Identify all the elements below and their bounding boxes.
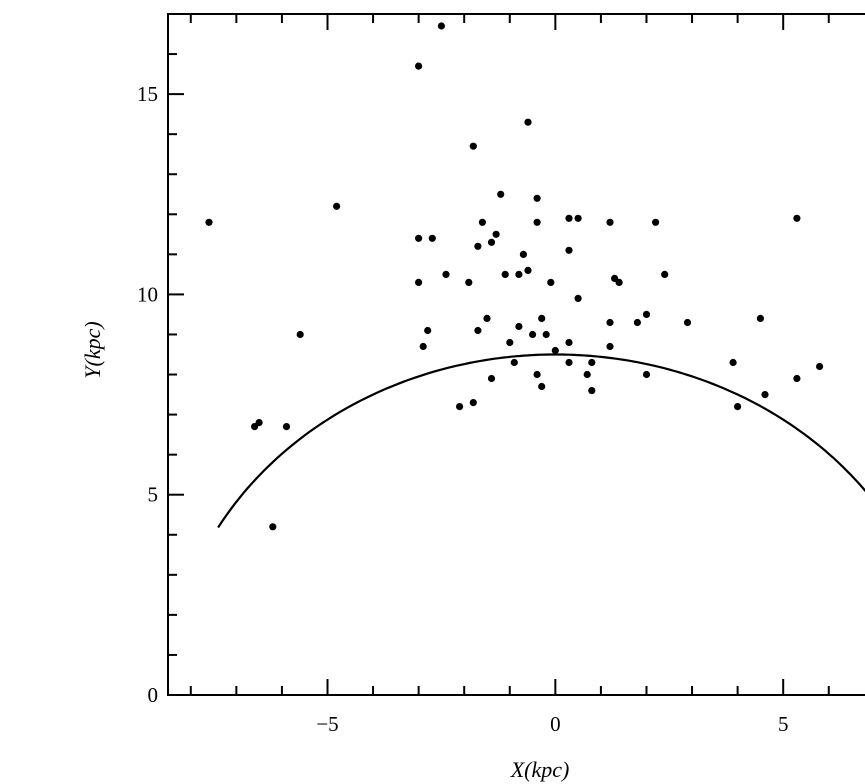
data-point — [282, 423, 291, 431]
data-point — [538, 382, 546, 391]
data-point — [793, 374, 801, 383]
data-point — [551, 346, 559, 355]
data-point — [574, 294, 582, 302]
data-point — [255, 419, 263, 427]
y-tick-label: 5 — [148, 483, 159, 507]
data-point — [606, 318, 614, 327]
x-axis-label: X(kpc) — [510, 757, 570, 782]
data-point — [415, 234, 423, 242]
data-point — [529, 330, 537, 339]
data-point — [606, 218, 614, 226]
data-point — [497, 190, 505, 198]
data-point — [533, 218, 541, 226]
data-point — [583, 370, 591, 379]
y-tick-label: 0 — [148, 683, 159, 707]
data-point — [565, 246, 573, 254]
data-point — [542, 330, 550, 339]
data-point — [492, 230, 500, 238]
data-point — [269, 523, 277, 531]
data-point — [415, 278, 423, 286]
data-point — [538, 314, 546, 322]
data-point — [519, 250, 528, 258]
data-point — [515, 322, 523, 331]
solar-circle-arc — [217, 353, 865, 529]
data-point — [442, 270, 450, 278]
data-point — [615, 278, 623, 286]
x-tick-label: −5 — [316, 712, 338, 736]
data-point — [642, 370, 651, 379]
data-point — [469, 142, 477, 150]
data-point — [478, 218, 486, 226]
data-point — [683, 318, 692, 327]
data-point — [652, 218, 660, 226]
data-point — [661, 270, 669, 278]
data-point — [428, 234, 436, 242]
data-point — [205, 218, 213, 226]
data-point — [574, 214, 582, 222]
data-points — [205, 22, 824, 531]
x-tick-label: 0 — [550, 712, 561, 736]
data-point — [510, 358, 518, 367]
data-point — [437, 22, 445, 30]
y-tick-labels: 0 5 10 15 — [137, 82, 158, 707]
data-point — [483, 314, 491, 322]
data-point — [296, 330, 304, 339]
data-point — [588, 387, 596, 395]
y-axis-label: Y(kpc) — [80, 321, 105, 378]
data-point — [487, 374, 496, 383]
data-point — [515, 270, 523, 278]
data-point — [456, 403, 464, 411]
data-point — [419, 342, 427, 351]
data-point — [793, 214, 801, 222]
data-point — [424, 326, 432, 335]
data-point — [756, 314, 765, 322]
data-point — [533, 370, 541, 379]
data-point — [474, 326, 482, 335]
data-point — [524, 118, 532, 126]
data-point — [465, 278, 473, 286]
data-point — [506, 338, 514, 347]
data-point — [734, 403, 742, 411]
data-point — [533, 194, 541, 202]
data-point — [816, 362, 824, 371]
x-tick-labels: −5 0 5 — [316, 712, 788, 736]
data-point — [474, 242, 482, 250]
axis-ticks — [168, 13, 830, 696]
plot-frame — [167, 13, 865, 696]
y-tick-label: 15 — [137, 82, 158, 106]
data-point — [633, 318, 642, 327]
data-point — [606, 342, 614, 351]
data-point — [642, 310, 651, 318]
data-point — [469, 399, 477, 407]
data-point — [333, 202, 341, 210]
data-point — [547, 278, 555, 286]
x-tick-label: 5 — [778, 712, 789, 736]
data-point — [729, 358, 737, 367]
data-point — [588, 358, 596, 367]
data-point — [415, 62, 423, 70]
data-point — [761, 391, 769, 399]
y-tick-label: 10 — [137, 282, 158, 306]
data-point — [565, 338, 573, 347]
data-point — [565, 214, 573, 222]
data-point — [524, 266, 532, 274]
data-point — [565, 358, 573, 367]
data-point — [501, 270, 509, 278]
data-point — [487, 238, 496, 246]
